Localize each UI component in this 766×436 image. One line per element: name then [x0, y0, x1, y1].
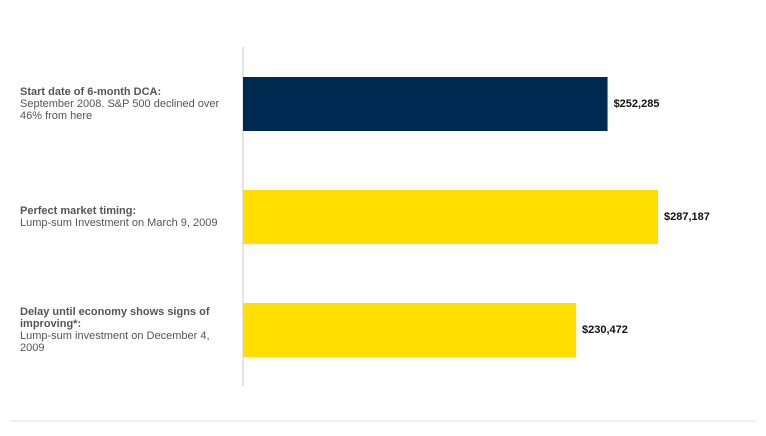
bar — [243, 77, 608, 131]
category-detail: Lump-sum investment on December 4, 2009 — [20, 330, 210, 354]
value-label: $287,187 — [664, 211, 710, 223]
category-detail: September 2008. S&P 500 declined over 46… — [20, 98, 220, 122]
category-title: Start date of 6-month DCA: — [20, 86, 162, 98]
value-label: $230,472 — [582, 324, 628, 336]
category-title: Perfect market timing: — [20, 205, 137, 217]
value-label: $252,285 — [613, 98, 660, 110]
category-label: Start date of 6-month DCA: September 2008… — [20, 86, 235, 122]
category-label: Perfect market timing: Lump-sum Investmen… — [20, 205, 235, 229]
category-title: Delay until economy shows signs of impro… — [20, 306, 210, 330]
category-label: Delay until economy shows signs of impro… — [20, 306, 235, 354]
bar — [243, 190, 658, 244]
category-detail: Lump-sum Investment on March 9, 2009 — [20, 217, 218, 229]
bar — [243, 303, 577, 357]
